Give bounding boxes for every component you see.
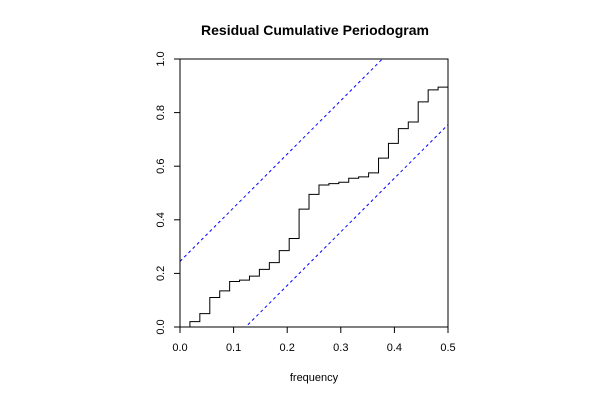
chart-title: Residual Cumulative Periodogram (201, 22, 429, 38)
x-axis: 0.0 0.1 0.2 0.3 0.4 0.5 (172, 327, 456, 354)
x-tick-label: 0.1 (226, 342, 241, 354)
y-tick-label: 0.2 (155, 266, 167, 281)
plot-frame (179, 58, 449, 328)
cumulative-periodogram-step-line (180, 76, 448, 327)
x-tick-label: 0.5 (440, 342, 455, 354)
upper-confidence-band-line (180, 59, 384, 262)
y-axis: 0.0 0.2 0.4 0.6 0.8 1.0 (155, 51, 180, 335)
y-tick-label: 0.6 (155, 159, 167, 174)
lower-confidence-band-line (244, 124, 448, 327)
y-tick-label: 0.8 (155, 105, 167, 120)
x-tick-label: 0.3 (333, 342, 348, 354)
x-tick-label: 0.4 (387, 342, 402, 354)
x-tick-label: 0.0 (172, 342, 187, 354)
x-axis-label: frequency (290, 372, 339, 384)
y-tick-label: 0.4 (155, 212, 167, 227)
y-tick-label: 1.0 (155, 51, 167, 66)
y-tick-label: 0.0 (155, 319, 167, 334)
x-tick-label: 0.2 (280, 342, 295, 354)
